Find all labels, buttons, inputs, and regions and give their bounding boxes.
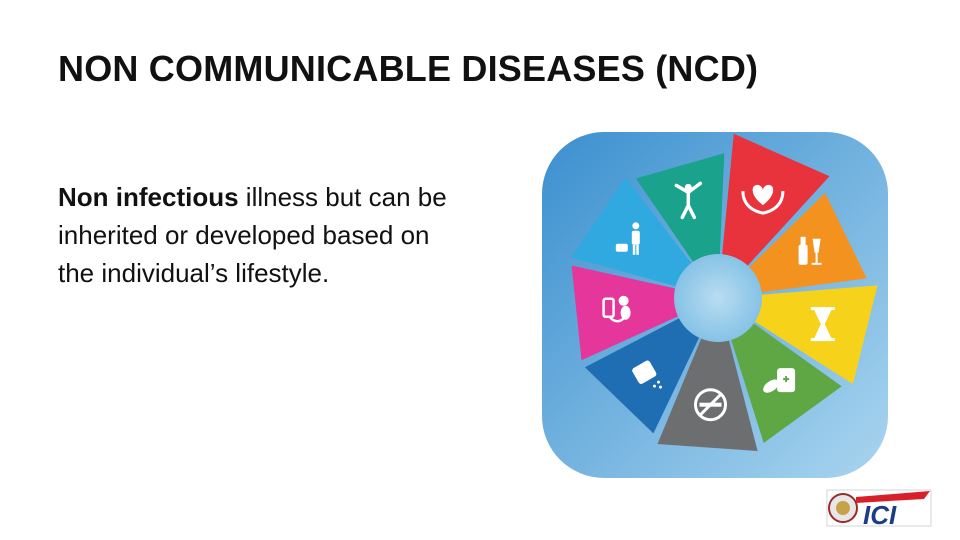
logo-seal-inner bbox=[836, 501, 850, 515]
logo-red-bar bbox=[856, 491, 930, 503]
segment-hourglass bbox=[751, 285, 878, 384]
slide-title: NON COMMUNICABLE DISEASES (NCD) bbox=[58, 48, 759, 89]
heart-hands-icon bbox=[741, 184, 785, 215]
body-text: illness but can be inherited or develope… bbox=[58, 182, 447, 288]
salt-shaker-icon bbox=[632, 360, 662, 389]
segment-no-smoking bbox=[657, 335, 758, 451]
hourglass-icon bbox=[810, 307, 835, 342]
exercise-person-icon bbox=[674, 181, 703, 220]
blood-pressure-icon bbox=[602, 295, 631, 323]
logo-frame bbox=[826, 489, 932, 527]
ncd-risk-factors-graphic bbox=[542, 132, 888, 478]
segment-heart-hands bbox=[721, 133, 830, 269]
ici-logo: ICI bbox=[826, 489, 932, 529]
slide-body: Non infectious illness but can be inheri… bbox=[58, 178, 448, 292]
alcohol-bottles-icon bbox=[798, 236, 822, 265]
logo-text: ICI bbox=[863, 500, 897, 529]
no-smoking-icon bbox=[694, 388, 727, 422]
weight-scale-person-icon bbox=[615, 222, 640, 255]
segment-alcohol-bottles bbox=[746, 192, 867, 293]
graphic-center-circle bbox=[674, 254, 762, 342]
segment-exercise-person bbox=[635, 153, 725, 265]
body-bold-text: Non infectious bbox=[58, 182, 239, 212]
medicine-pills-icon bbox=[763, 368, 796, 393]
graphic-segments bbox=[571, 133, 878, 451]
